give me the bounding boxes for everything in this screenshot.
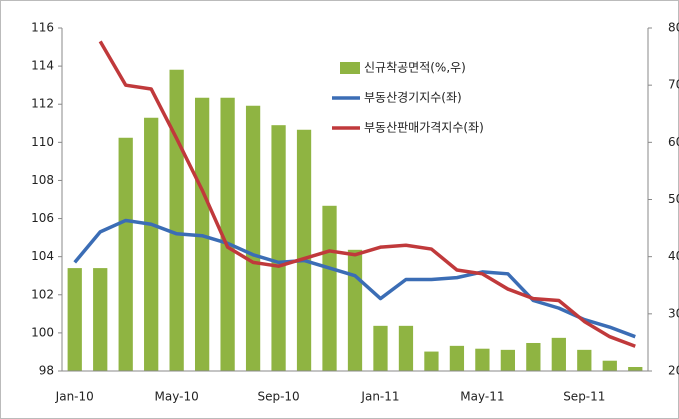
x-tick-label: May-10 xyxy=(155,390,199,404)
y-tick-label: 110 xyxy=(31,135,54,149)
bar xyxy=(169,69,184,372)
legend-label: 신규착공면적(%,우) xyxy=(364,61,466,75)
y-tick-label: 102 xyxy=(31,287,54,301)
bar xyxy=(373,325,388,371)
bar xyxy=(271,125,286,371)
y2-tick-label: 30 xyxy=(668,306,679,320)
y2-tick-label: 70 xyxy=(668,78,679,92)
y2-tick-label: 50 xyxy=(668,192,679,206)
bar xyxy=(220,97,235,371)
line xyxy=(73,218,636,339)
bar xyxy=(347,249,363,371)
bar xyxy=(398,325,414,371)
bar xyxy=(449,345,465,371)
y-tick-label: 104 xyxy=(31,249,54,263)
y2-tick-label: 60 xyxy=(668,135,679,149)
y-tick-label: 116 xyxy=(31,21,54,35)
y-tick-label: 112 xyxy=(31,97,54,111)
x-tick-label: Sep-11 xyxy=(563,390,605,404)
bar xyxy=(500,349,516,371)
bar xyxy=(577,349,592,371)
y2-tick-label: 20 xyxy=(668,364,679,378)
legend-swatch xyxy=(340,62,360,74)
bar xyxy=(526,342,541,371)
bar xyxy=(296,129,312,371)
bar xyxy=(602,360,617,371)
y2-tick-label: 80 xyxy=(668,21,679,35)
x-tick-label: Jan-11 xyxy=(360,390,399,404)
legend-label: 부동산판매가격지수(좌) xyxy=(364,121,484,135)
y2-tick-label: 40 xyxy=(668,249,679,263)
bar xyxy=(424,351,439,371)
line xyxy=(98,40,636,348)
bar xyxy=(322,205,337,371)
bar xyxy=(118,137,133,371)
x-tick-label: May-11 xyxy=(460,390,504,404)
y-tick-label: 108 xyxy=(31,173,54,187)
x-tick-label: Jan-10 xyxy=(55,390,94,404)
y-tick-label: 106 xyxy=(31,211,54,225)
y-tick-label: 114 xyxy=(31,59,54,73)
bar xyxy=(551,337,566,371)
bar xyxy=(144,117,159,371)
y-tick-label: 100 xyxy=(31,325,54,339)
y-tick-label: 98 xyxy=(39,364,54,378)
bar xyxy=(475,348,490,371)
bar xyxy=(245,105,261,371)
x-tick-label: Sep-10 xyxy=(257,390,299,404)
bar xyxy=(628,366,643,371)
legend-label: 부동산경기지수(좌) xyxy=(364,91,462,105)
bar xyxy=(67,268,82,371)
bar xyxy=(93,268,108,371)
